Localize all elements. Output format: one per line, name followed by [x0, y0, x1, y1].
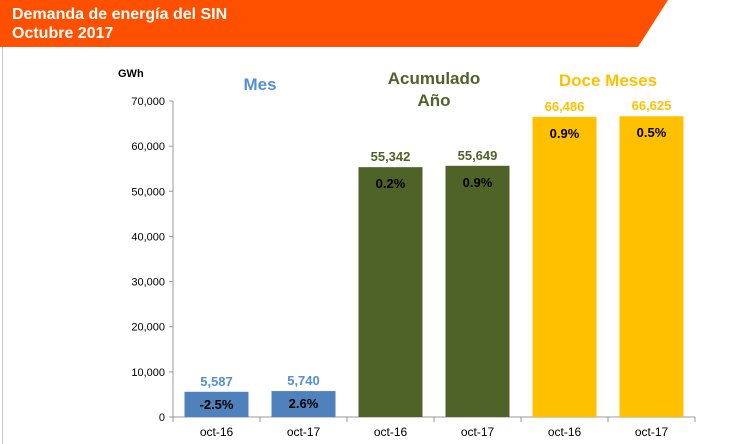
pct-label: 0.2% [376, 176, 406, 191]
bar [358, 167, 423, 417]
data-label: 55,342 [371, 149, 411, 164]
data-label: 66,625 [632, 98, 672, 113]
y-axis-label: GWh [118, 68, 144, 80]
data-label: 5,740 [287, 373, 320, 388]
x-tick-label: oct-16 [374, 425, 408, 439]
data-label: 5,587 [200, 374, 233, 389]
pct-label: 0.5% [637, 125, 667, 140]
group-title: Doce Meses [559, 71, 657, 90]
x-tick-label: oct-17 [461, 425, 495, 439]
bar [184, 391, 249, 417]
x-tick-label: oct-16 [200, 425, 234, 439]
header-band [0, 0, 668, 47]
pct-label: 0.9% [550, 126, 580, 141]
bar [445, 165, 510, 417]
y-tick-label: 10,000 [131, 367, 165, 379]
pct-label: -2.5% [200, 397, 234, 412]
header-shape [0, 0, 668, 47]
bar [532, 116, 597, 418]
y-tick-label: 40,000 [131, 231, 165, 243]
y-tick-label: 0 [159, 412, 165, 424]
pct-label: 2.6% [289, 396, 319, 411]
bar [271, 391, 336, 417]
y-tick-label: 30,000 [131, 277, 165, 289]
bar [619, 116, 684, 417]
group-title: Año [417, 91, 450, 110]
y-tick-label: 70,000 [131, 96, 165, 108]
y-tick-label: 60,000 [131, 141, 165, 153]
x-tick-label: oct-16 [548, 425, 582, 439]
data-label: 55,649 [458, 148, 498, 163]
y-tick-label: 20,000 [131, 322, 165, 334]
title-line-2: Octubre 2017 [12, 25, 114, 42]
group-title: Mes [243, 75, 276, 94]
y-tick-label: 50,000 [131, 186, 165, 198]
x-tick-label: oct-17 [287, 425, 321, 439]
page-title: Demanda de energía del SIN Octubre 2017 [12, 5, 227, 43]
data-label: 66,486 [545, 99, 585, 114]
pct-label: 0.9% [463, 175, 493, 190]
title-line-1: Demanda de energía del SIN [12, 6, 228, 23]
group-title: Acumulado [388, 69, 481, 88]
frame-line [2, 47, 3, 444]
x-tick-label: oct-17 [635, 425, 669, 439]
